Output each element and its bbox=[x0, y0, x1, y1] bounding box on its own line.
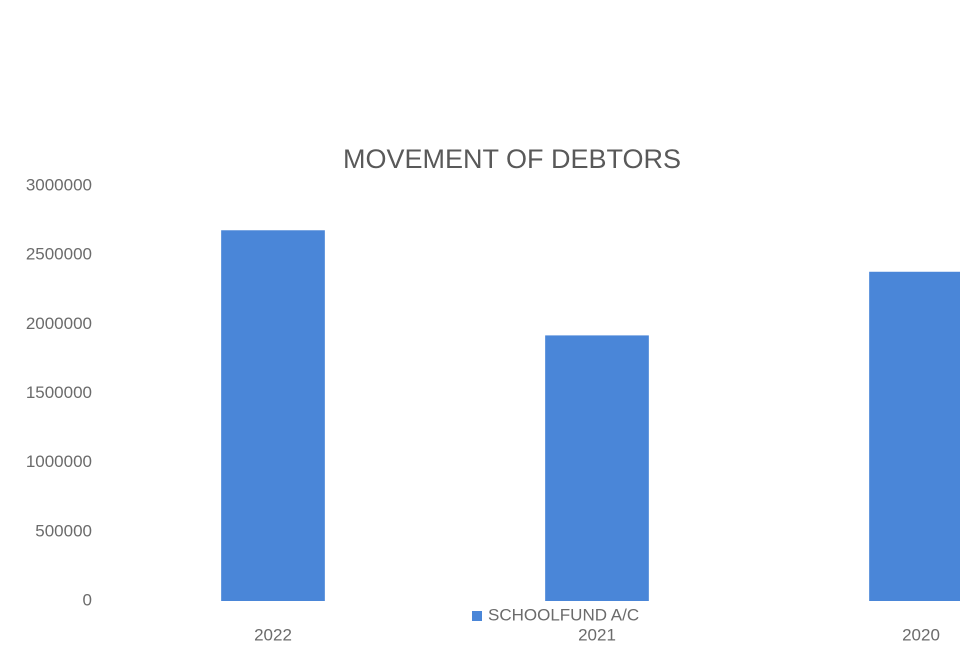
y-tick-label: 3000000 bbox=[26, 175, 92, 194]
bar bbox=[869, 271, 960, 601]
x-tick-label: 2022 bbox=[254, 625, 292, 644]
y-tick-label: 1500000 bbox=[26, 383, 92, 402]
chart-title: MOVEMENT OF DEBTORS bbox=[343, 144, 681, 174]
y-tick-label: 0 bbox=[83, 590, 92, 609]
y-tick-label: 2500000 bbox=[26, 245, 92, 264]
legend-label: SCHOOLFUND A/C bbox=[488, 605, 639, 624]
x-tick-label: 2021 bbox=[578, 625, 616, 644]
legend-swatch bbox=[472, 611, 482, 621]
y-tick-label: 500000 bbox=[35, 521, 92, 540]
x-tick-label: 2020 bbox=[902, 625, 940, 644]
bar bbox=[545, 335, 649, 601]
y-tick-label: 2000000 bbox=[26, 314, 92, 333]
y-tick-label: 1000000 bbox=[26, 452, 92, 471]
bar bbox=[221, 230, 325, 601]
